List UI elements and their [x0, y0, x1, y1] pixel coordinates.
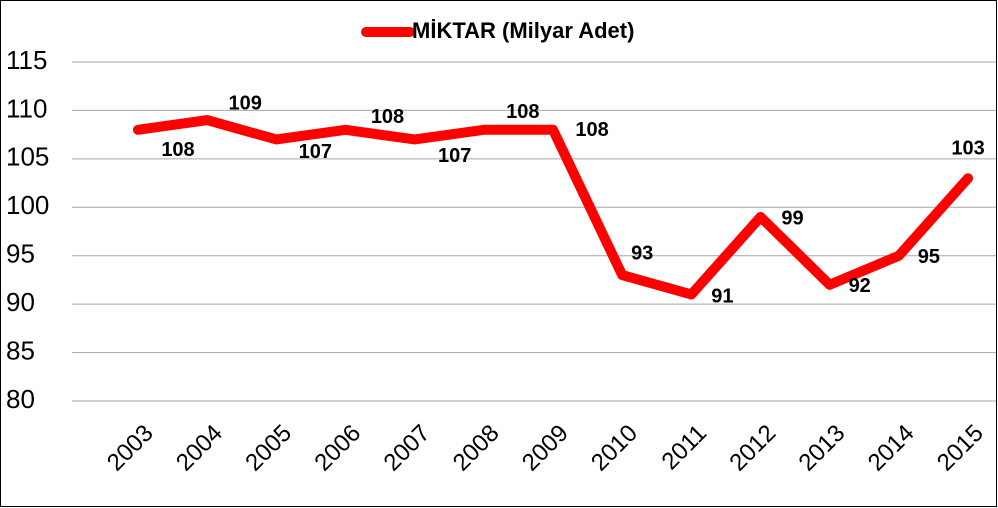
data-label: 108 [506, 101, 539, 123]
line-series [133, 115, 974, 300]
y-tick-label: 85 [6, 335, 35, 365]
data-label: 92 [849, 275, 871, 297]
y-tick-label: 80 [6, 384, 35, 414]
data-label: 108 [161, 139, 194, 161]
data-label: 107 [299, 141, 332, 163]
data-label: 93 [631, 242, 653, 264]
data-label: 109 [228, 92, 261, 114]
y-tick-label: 110 [6, 93, 47, 123]
data-label: 95 [918, 246, 940, 268]
data-label: 103 [951, 138, 984, 160]
legend-label: MİKTAR (Milyar Adet) [412, 18, 634, 43]
data-label: 91 [711, 286, 733, 308]
y-tick-label: 95 [6, 239, 35, 269]
y-tick-label: 105 [6, 142, 49, 172]
data-label: 99 [781, 207, 803, 229]
y-tick-label: 115 [6, 45, 47, 75]
data-label: 107 [438, 145, 471, 167]
data-label: 108 [575, 119, 608, 141]
y-tick-label: 90 [6, 287, 35, 317]
data-label: 108 [371, 106, 404, 128]
y-tick-label: 100 [6, 190, 49, 220]
